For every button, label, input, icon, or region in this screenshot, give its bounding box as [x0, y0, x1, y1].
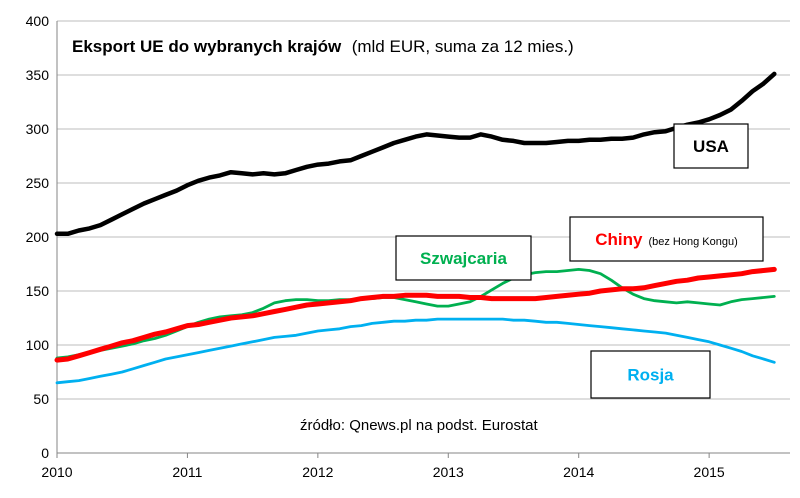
chart-title-group: Eksport UE do wybranych krajów (mld EUR,…: [72, 37, 574, 56]
series-label-text: Rosja: [627, 366, 674, 385]
y-tick-label: 350: [26, 67, 50, 83]
x-tick-label: 2013: [433, 464, 464, 480]
y-tick-label: 150: [26, 283, 50, 299]
series-label-usa: USA: [673, 123, 749, 169]
series-label-text: Szwajcaria: [420, 249, 507, 268]
label-box: [673, 123, 749, 169]
series-label-text: USA: [693, 137, 729, 156]
label-box: [569, 216, 764, 262]
y-tick-label: 50: [33, 391, 49, 407]
label-box: [395, 235, 532, 281]
chart-title: Eksport UE do wybranych krajów: [72, 37, 342, 56]
series-label-name: Rosja: [627, 366, 674, 385]
chart-subtitle: (mld EUR, suma za 12 mies.): [352, 37, 574, 56]
series-line-chiny: [54, 266, 777, 363]
label-box: [590, 350, 711, 399]
y-tick-label: 200: [26, 229, 50, 245]
x-tick-label: 2010: [41, 464, 72, 480]
y-tick-label: 0: [41, 445, 49, 461]
y-tick-label: 400: [26, 13, 50, 29]
source-note: źródło: Qnews.pl na podst. Eurostat: [300, 417, 538, 434]
y-tick-label: 100: [26, 337, 50, 353]
x-tick-label: 2011: [172, 464, 202, 480]
gridlines: [57, 20, 790, 400]
series-label-note: (bez Hong Kongu): [648, 236, 737, 248]
series-lines: [54, 71, 777, 385]
y-tick-label: 300: [26, 121, 50, 137]
series-label-text: Chiny (bez Hong Kongu): [595, 230, 738, 249]
series-labels: USA Chiny (bez Hong Kongu) Szwajcaria Rosja: [395, 123, 764, 399]
series-label-chiny: Chiny (bez Hong Kongu): [569, 216, 764, 262]
series-line-rosja: [55, 317, 776, 385]
series-label-name: USA: [693, 137, 729, 156]
x-tick-label: 2015: [694, 464, 725, 480]
series-label-name: Chiny: [595, 230, 643, 249]
x-tick-label: 2012: [302, 464, 333, 480]
axes: 0 50 100 150 200 250 300 350 400 2010 2011 2012 2013…: [26, 13, 790, 480]
series-label-szwajcaria: Szwajcaria: [395, 235, 532, 281]
y-tick-label: 250: [26, 175, 50, 191]
series-label-name: Szwajcaria: [420, 249, 507, 268]
series-line-usa: [54, 71, 777, 237]
x-tick-label: 2014: [563, 464, 594, 480]
series-label-rosja: Rosja: [590, 350, 711, 399]
